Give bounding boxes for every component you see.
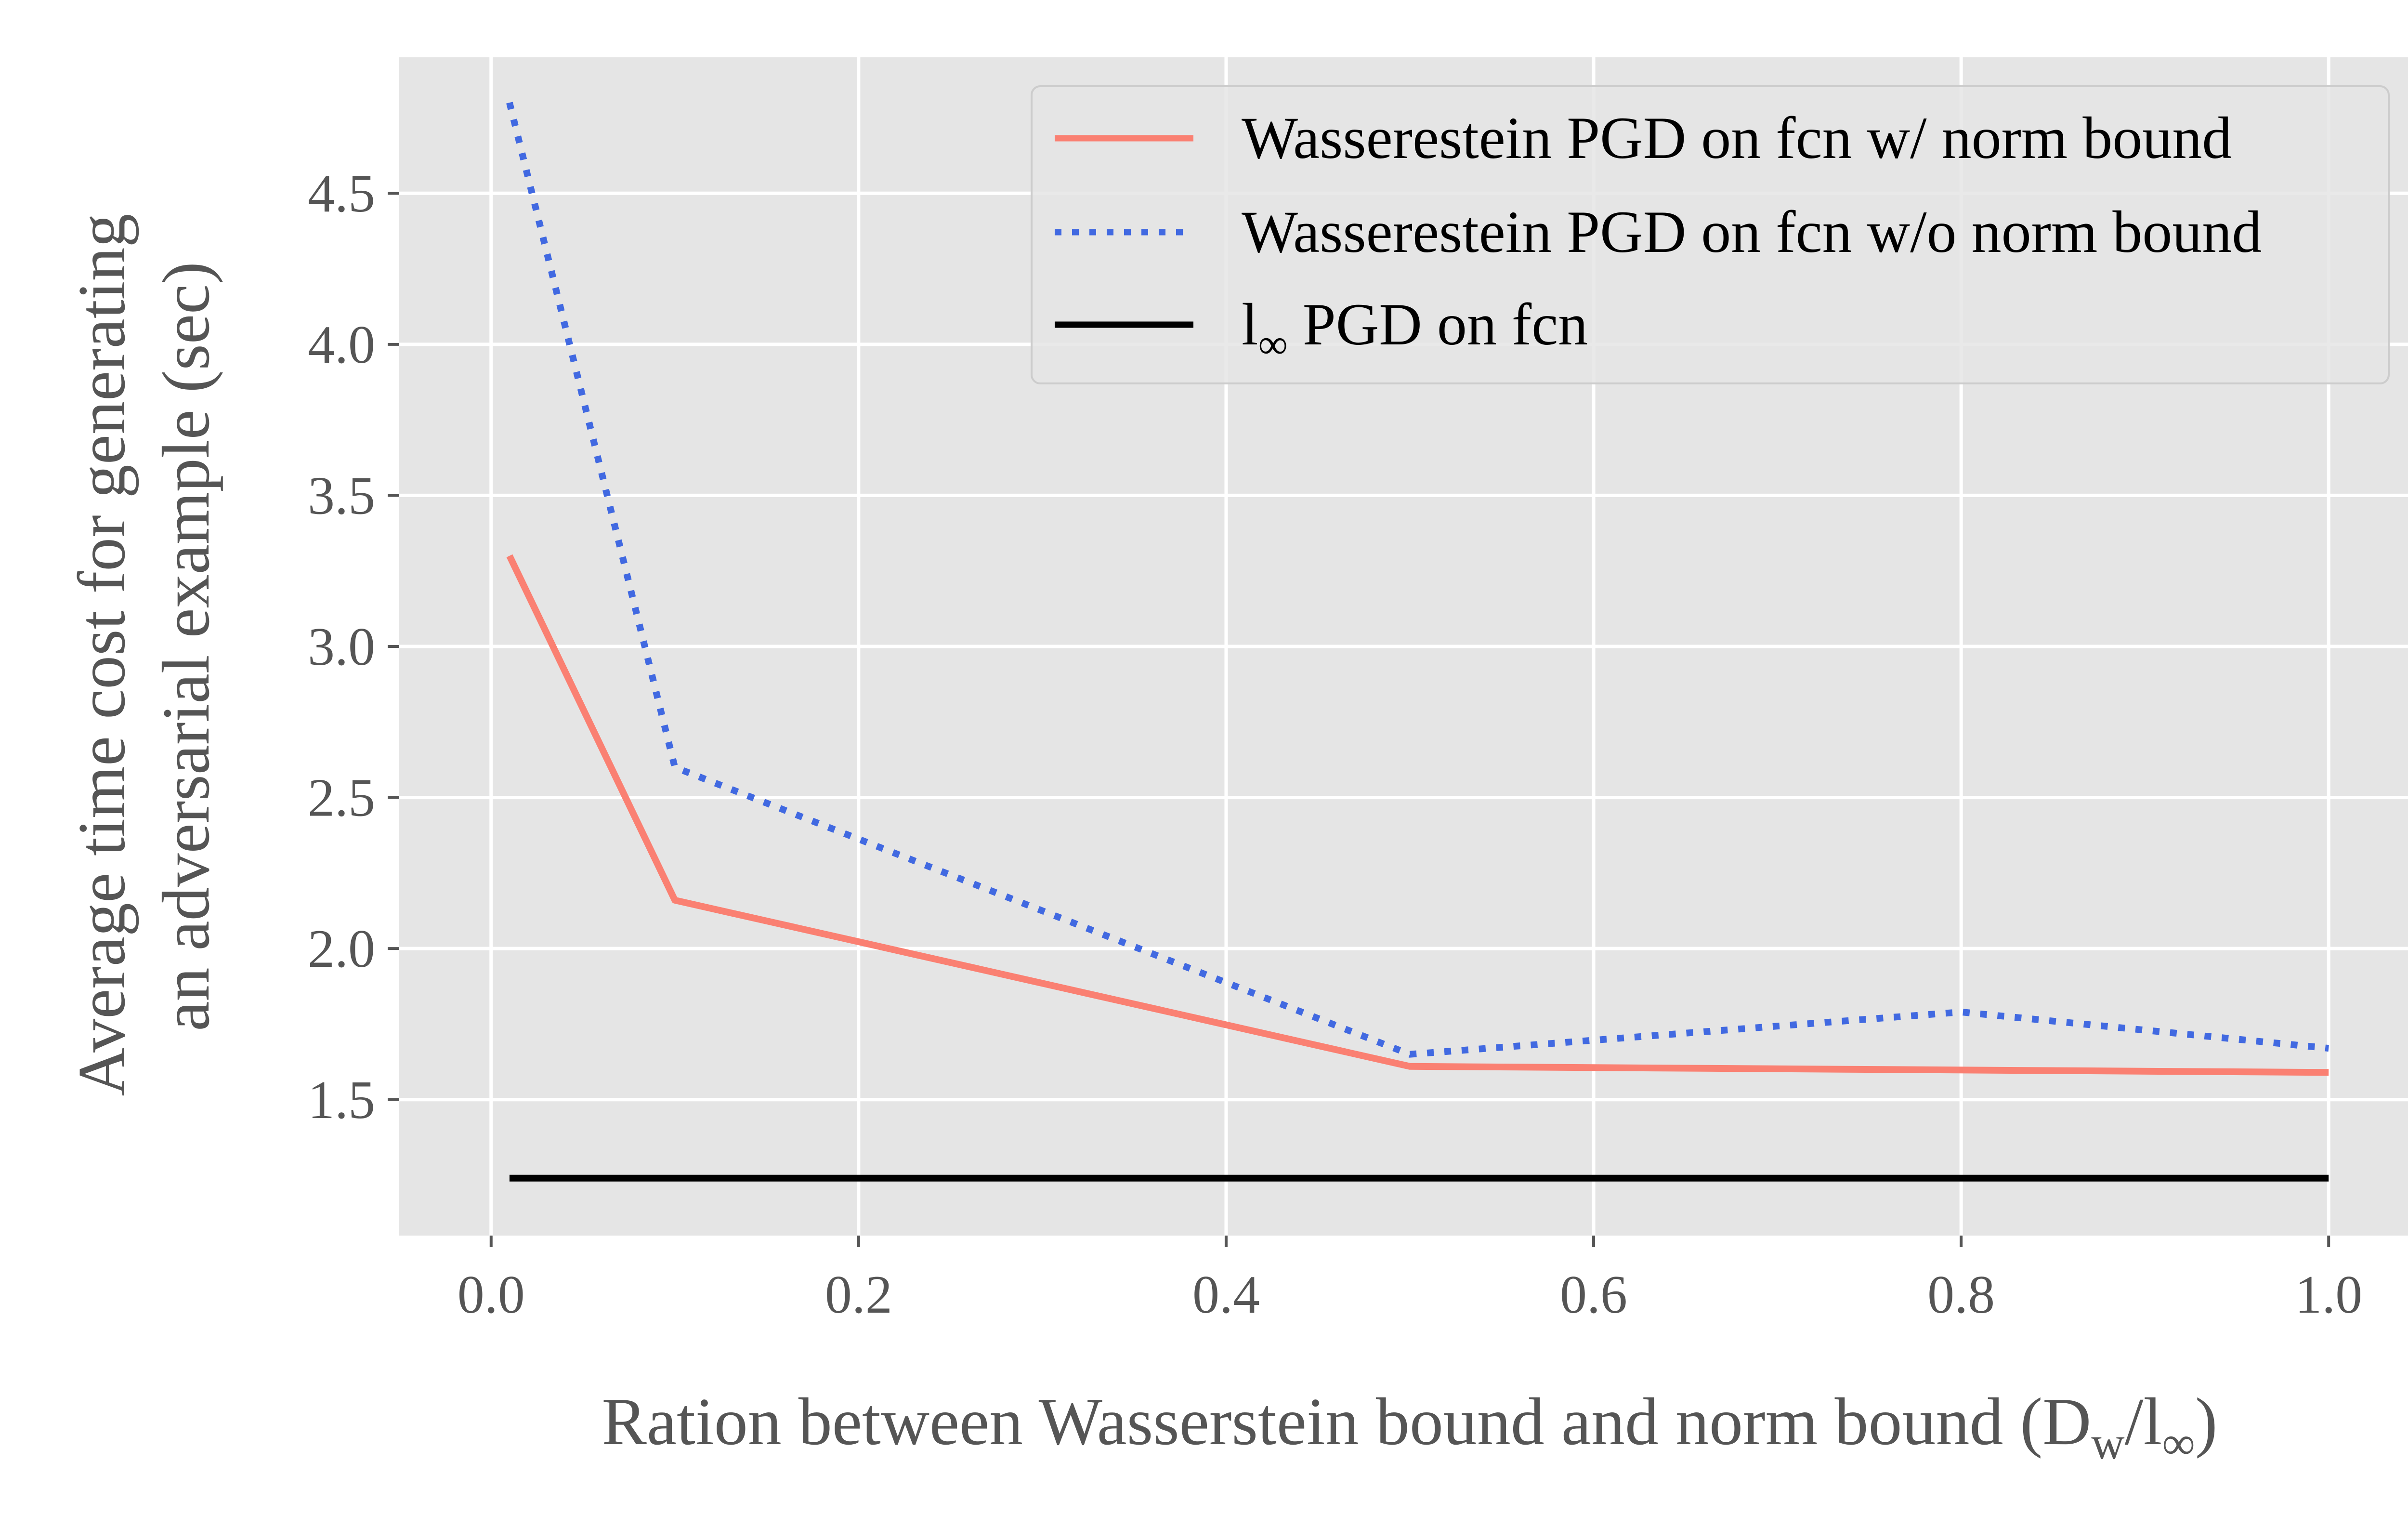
y-axis-title-line-1: Average time cost for generating (65, 213, 139, 1096)
x-tick-label: 0.2 (825, 1265, 892, 1325)
series-layer (506, 102, 2329, 1182)
x-tick-label: 0.8 (1927, 1265, 1995, 1325)
legend-box (1031, 85, 2390, 384)
y-tick-label: 4.5 (308, 164, 375, 224)
legend-label-wo-norm-bound: Wasserestein PGD on fcn w/o norm bound (1242, 199, 2262, 265)
legend-label-linf-subscript: ∞ (1258, 321, 1287, 367)
y-axis-title: Average time cost for generating an adve… (65, 197, 223, 1096)
y-axis-title-line-2: an adversarial example (sec) (149, 262, 223, 1031)
series-line-wo-norm-bound (506, 102, 2329, 1058)
x-tick-label: 0.6 (1560, 1265, 1627, 1325)
legend-label-w-norm-bound: Wasserestein PGD on fcn w/ norm bound (1242, 105, 2232, 171)
x-axis-title-slash: /l (2125, 1384, 2162, 1459)
legend-label-linf-rest: PGD on fcn (1288, 291, 1588, 357)
y-tick-label: 1.5 (308, 1070, 375, 1130)
x-tick-label: 0.0 (458, 1265, 525, 1325)
x-tick-label: 1.0 (2295, 1265, 2362, 1325)
legend: Wasserestein PGD on fcn w/ norm bound Wa… (1031, 85, 2390, 384)
legend-label-linf-pgd: l∞ PGD on fcn (1242, 291, 1588, 367)
legend-label-linf-l: l (1242, 291, 1258, 357)
y-tick-label: 2.5 (308, 768, 375, 828)
x-axis-title-main: Ration between Wasserstein bound and nor… (602, 1384, 2092, 1459)
y-tick-label: 4.0 (308, 315, 375, 375)
y-axis-ticks: 1.5 2.0 2.5 3.0 3.5 4.0 4.5 (308, 164, 399, 1130)
y-tick-label: 3.5 (308, 466, 375, 526)
y-tick-label: 3.0 (308, 617, 375, 677)
x-axis-title-subscript-w: w (2091, 1417, 2124, 1469)
y-tick-label: 2.0 (308, 919, 375, 979)
x-axis-title-close: ) (2195, 1384, 2218, 1459)
x-axis-title-subscript-inf: ∞ (2162, 1417, 2195, 1469)
series-line-w-norm-bound (506, 554, 2329, 1076)
x-tick-label: 0.4 (1192, 1265, 1260, 1325)
x-axis-ticks: 0.0 0.2 0.4 0.6 0.8 1.0 (458, 1236, 2362, 1325)
x-axis-title: Ration between Wasserstein bound and nor… (602, 1384, 2218, 1469)
